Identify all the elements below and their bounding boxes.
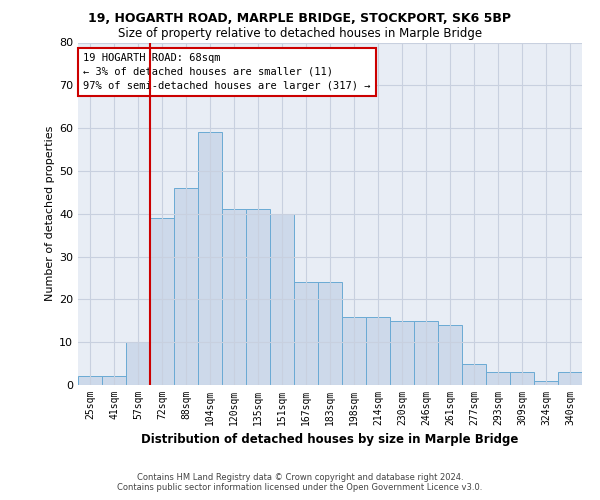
Bar — [390, 321, 414, 385]
Bar — [414, 321, 438, 385]
Bar — [102, 376, 126, 385]
Bar — [318, 282, 342, 385]
Bar — [486, 372, 510, 385]
Bar — [198, 132, 222, 385]
Bar — [270, 214, 294, 385]
Bar — [438, 325, 462, 385]
Bar — [366, 316, 390, 385]
Bar — [534, 380, 558, 385]
X-axis label: Distribution of detached houses by size in Marple Bridge: Distribution of detached houses by size … — [142, 434, 518, 446]
Bar — [126, 342, 150, 385]
Bar — [294, 282, 318, 385]
Text: 19 HOGARTH ROAD: 68sqm
← 3% of detached houses are smaller (11)
97% of semi-deta: 19 HOGARTH ROAD: 68sqm ← 3% of detached … — [83, 53, 371, 91]
Text: Contains HM Land Registry data © Crown copyright and database right 2024.
Contai: Contains HM Land Registry data © Crown c… — [118, 473, 482, 492]
Bar — [78, 376, 102, 385]
Y-axis label: Number of detached properties: Number of detached properties — [45, 126, 55, 302]
Bar — [558, 372, 582, 385]
Bar — [342, 316, 366, 385]
Text: Size of property relative to detached houses in Marple Bridge: Size of property relative to detached ho… — [118, 28, 482, 40]
Bar — [462, 364, 486, 385]
Text: 19, HOGARTH ROAD, MARPLE BRIDGE, STOCKPORT, SK6 5BP: 19, HOGARTH ROAD, MARPLE BRIDGE, STOCKPO… — [89, 12, 511, 26]
Bar — [246, 210, 270, 385]
Bar — [150, 218, 174, 385]
Bar — [222, 210, 246, 385]
Bar — [174, 188, 198, 385]
Bar — [510, 372, 534, 385]
